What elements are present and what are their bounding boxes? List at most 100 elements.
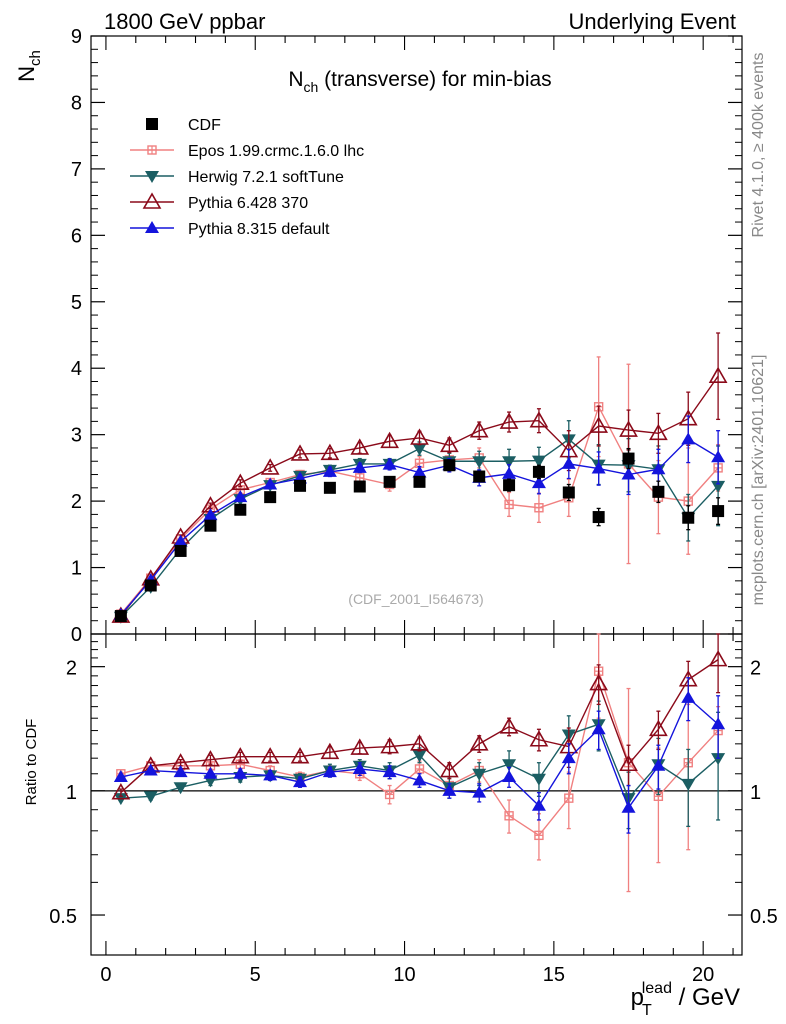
ratio-point-pythia-8-315-default [621,800,636,813]
main-y-axis-label-sub: ch [27,50,44,66]
ratio-point-pythia-8-315-default [472,785,487,798]
ratio-point-epos-1-99-crmc-1-6-0-lhc [414,764,425,774]
main-point-cdf [532,465,545,478]
main-series-cdf [114,447,725,623]
main-point-pythia-8-315-default [561,456,576,469]
analysis-watermark: (CDF_2001_I564673) [348,591,483,607]
plot-title-main: N [288,68,303,91]
main-point-pythia-8-315-default [711,450,726,463]
main-point-pythia-6-428-370 [350,438,370,455]
ratio-point-pythia-8-315-default [531,798,546,811]
main-point-pythia-8-315-default [531,476,546,489]
ratio-point-pythia-6-428-370 [380,737,400,754]
ratio-point-epos-1-99-crmc-1-6-0-lhc [504,811,514,821]
ratio-point-pythia-6-428-370 [529,730,549,747]
ratio-y-tick-label: 2 [66,658,77,680]
main-point-cdf [114,610,127,623]
main-point-pythia-6-428-370 [290,444,310,461]
ratio-point-pythia-6-428-370 [649,719,668,737]
ratio-point-pythia-6-428-370 [439,760,459,778]
main-point-pythia-8-315-default [591,461,606,474]
ratio-point-pythia-8-315-default [681,690,696,703]
ratio-point-pythia-8-315-default [442,783,457,796]
main-point-pythia-8-315-default [263,477,278,490]
main-point-pythia-8-315-default [502,466,517,479]
main-point-cdf [503,479,516,492]
ratio-point-pythia-6-428-370 [201,750,220,767]
legend-marker-cdf [146,118,158,130]
ratio-point-pythia-6-428-370 [469,734,489,751]
axes-layer: 0 1 2 3 4 5 6 7 8 9 0 5 10 15 20 0.5 0.5 1 1 2 2 [49,26,778,986]
main-point-pythia-8-315-default [173,534,188,547]
ratio-point-herwig-7-2-1-softtune [681,778,696,791]
ratio-point-pythia-6-428-370 [111,783,131,800]
main-y-tick-label: 2 [71,491,82,513]
legend-marker-epos-1-99-crmc-1-6-0-lhc [147,145,157,155]
main-point-pythia-6-428-370 [320,443,340,461]
main-point-pythia-6-428-370 [380,431,400,449]
x-axis-label: pTlead / GeV [631,980,740,1019]
main-point-epos-1-99-crmc-1-6-0-lhc [504,499,514,510]
ratio-point-herwig-7-2-1-softtune [531,773,546,786]
plot-title: Nch (transverse) for min-bias [288,68,551,95]
ratio-point-pythia-6-428-370 [708,650,728,667]
ratio-point-pythia-6-428-370 [290,747,310,764]
main-y-tick-label: 1 [71,558,82,580]
ratio-point-epos-1-99-crmc-1-6-0-lhc [534,830,544,841]
legend-label-cdf: CDF [188,117,221,134]
ratio-point-pythia-8-315-default [293,775,308,788]
ratio-point-pythia-8-315-default [352,761,367,774]
x-tick-label: 0 [100,964,111,986]
ratio-point-pythia-8-315-default [322,765,337,778]
ratio-point-pythia-6-428-370 [320,742,340,760]
main-y-tick-label: 3 [71,425,82,447]
legend-marker-pythia-8-315-default [145,221,159,233]
main-point-pythia-6-428-370 [230,473,250,490]
ratio-point-herwig-7-2-1-softtune [502,759,517,772]
mcplots-label: mcplots.cern.ch [arXiv:2401.10621] [750,355,767,606]
main-point-epos-1-99-crmc-1-6-0-lhc [534,503,544,513]
ratio-point-epos-1-99-crmc-1-6-0-lhc [564,793,574,803]
x-axis-label-sup: lead [642,980,672,997]
ratio-point-pythia-8-315-default [591,722,606,735]
main-point-pythia-6-428-370 [260,458,280,475]
ratio-point-pythia-8-315-default [382,765,397,778]
main-point-pythia-6-428-370 [410,428,429,445]
ratio-point-pythia-6-428-370 [410,734,429,751]
ratio-point-herwig-7-2-1-softtune [143,791,158,804]
main-y-tick-label: 7 [71,159,82,181]
ratio-point-pythia-8-315-default [233,766,248,779]
ratio-point-pythia-8-315-default [113,770,128,783]
main-point-cdf [294,479,307,492]
ratio-point-herwig-7-2-1-softtune [472,768,487,781]
main-point-cdf [234,503,247,516]
ratio-point-herwig-7-2-1-softtune [711,753,726,766]
main-point-cdf [204,519,217,532]
ratio-series-pythia-8-315-default [113,677,726,834]
ratio-y-tick-label-right: 2 [750,658,761,680]
main-y-tick-label: 9 [71,26,82,48]
main-point-cdf [622,452,635,465]
main-point-cdf [473,470,486,483]
main-y-axis-label-main: N [14,66,39,82]
legend-label-epos-1-99-crmc-1-6-0-lhc: Epos 1.99.crmc.1.6.0 lhc [188,143,364,160]
main-point-herwig-7-2-1-softtune [472,456,487,469]
main-point-herwig-7-2-1-softtune [711,480,726,493]
plot-title-rest: (transverse) for min-bias [318,68,551,91]
main-point-cdf [264,491,277,504]
ratio-plot-frame [90,633,743,956]
x-tick-label: 20 [692,964,714,986]
main-point-pythia-6-428-370 [499,412,519,429]
header-left: 1800 GeV ppbar [104,9,265,34]
main-y-tick-label: 4 [71,358,82,380]
ratio-y-tick-label-right: 1 [750,782,761,804]
ratio-point-pythia-6-428-370 [499,717,519,734]
ratio-y-tick-label: 1 [66,782,77,804]
ratio-point-pythia-8-315-default [263,768,278,781]
x-tick-label: 5 [250,964,261,986]
main-point-herwig-7-2-1-softtune [531,455,546,468]
main-y-tick-label: 0 [71,624,82,646]
main-point-herwig-7-2-1-softtune [412,443,427,456]
legend: CDF Epos 1.99.crmc.1.6.0 lhc Herwig 7.2.1 … [130,117,364,238]
ratio-point-pythia-8-315-default [561,751,576,764]
